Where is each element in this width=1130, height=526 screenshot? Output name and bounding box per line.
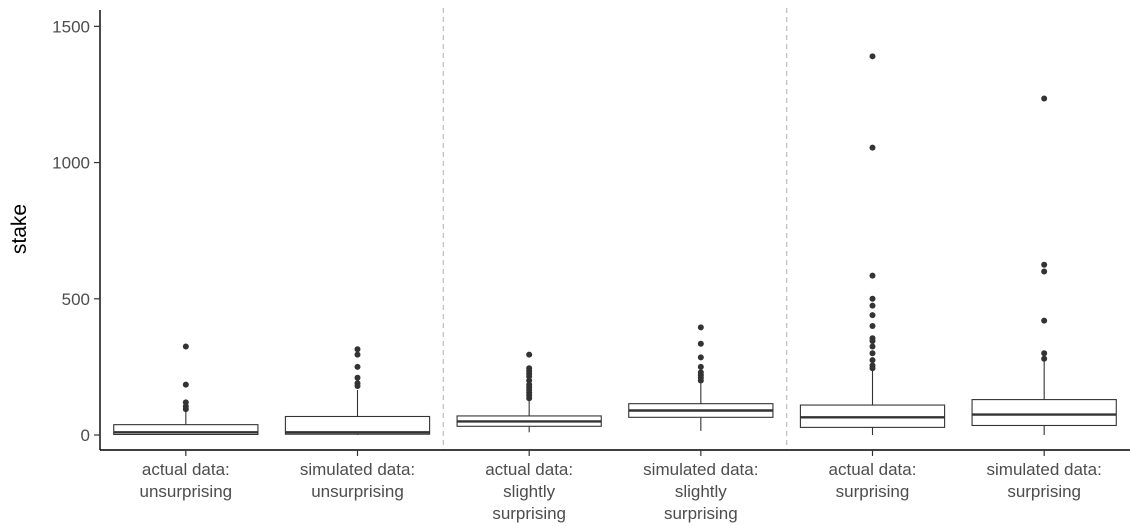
x-tick-label-line: simulated data:: [643, 460, 758, 479]
outlier-point: [869, 295, 876, 302]
outlier-point: [869, 302, 876, 309]
outlier-point: [354, 380, 361, 387]
x-tick-label: simulated data: unsurprising: [300, 460, 415, 501]
outlier-point: [869, 312, 876, 319]
y-tick-label: 500: [62, 290, 90, 309]
x-tick-label-line: surprising: [836, 482, 910, 501]
outlier-point: [354, 363, 361, 370]
iqr-box: [284, 415, 431, 435]
x-tick-label-line: slightly: [503, 482, 555, 501]
outlier-point: [354, 374, 361, 381]
x-tick-label: actual data: surprising: [829, 460, 917, 501]
x-tick-label: simulated data: slightly surprising: [643, 460, 758, 523]
x-tick-label-line: actual data:: [829, 460, 917, 479]
outlier-point: [526, 351, 533, 358]
outlier-point: [697, 340, 704, 347]
x-tick-label: actual data: unsurprising: [140, 460, 233, 501]
outlier-point: [697, 369, 704, 376]
x-tick-label-line: surprising: [1007, 482, 1081, 501]
outlier-point: [869, 362, 876, 369]
outlier-point: [869, 144, 876, 151]
box-6: [971, 95, 1117, 436]
x-tick-label-line: slightly: [675, 482, 727, 501]
box-2: [284, 346, 431, 436]
outlier-point: [354, 351, 361, 358]
y-tick-label: 1500: [52, 17, 90, 36]
outlier-point: [1041, 355, 1048, 362]
outlier-point: [869, 343, 876, 350]
outlier-point: [182, 399, 189, 406]
y-tick-label: 0: [81, 426, 90, 445]
plot-area: [113, 8, 1117, 450]
outlier-point: [1041, 317, 1048, 324]
y-tick-label: 1000: [52, 154, 90, 173]
outlier-point: [869, 357, 876, 364]
x-tick-label: simulated data: surprising: [987, 460, 1102, 501]
outlier-point: [869, 53, 876, 60]
outlier-point: [354, 346, 361, 353]
outlier-point: [697, 354, 704, 361]
x-tick-label-line: actual data:: [142, 460, 230, 479]
outlier-point: [1041, 268, 1048, 275]
box-4: [628, 324, 774, 431]
outlier-point: [869, 272, 876, 279]
x-tick-label-line: surprising: [492, 504, 566, 523]
outlier-point: [1041, 261, 1048, 268]
outlier-point: [526, 365, 533, 372]
outlier-point: [869, 350, 876, 357]
y-axis-title: stake: [8, 204, 31, 254]
outlier-point: [182, 343, 189, 350]
outlier-point: [869, 323, 876, 330]
x-tick-label-line: actual data:: [485, 460, 573, 479]
x-tick-label-line: unsurprising: [311, 482, 404, 501]
outlier-point: [697, 324, 704, 331]
box-3: [456, 351, 602, 433]
x-tick-label: actual data: slightly surprising: [485, 460, 573, 523]
iqr-box: [971, 399, 1117, 427]
axes: stake 0 500 1000 1500 actual data: unsurprisi…: [8, 10, 1130, 523]
x-tick-label-line: simulated data:: [987, 460, 1102, 479]
iqr-box: [113, 424, 259, 436]
x-tick-label-line: surprising: [664, 504, 738, 523]
outlier-point: [1041, 350, 1048, 357]
box-5: [799, 53, 946, 436]
x-tick-label-line: simulated data:: [300, 460, 415, 479]
outlier-point: [182, 381, 189, 388]
x-tick-label-line: unsurprising: [140, 482, 233, 501]
outlier-point: [1041, 95, 1048, 102]
outlier-point: [697, 363, 704, 370]
box-1: [113, 343, 259, 436]
outlier-point: [869, 335, 876, 342]
